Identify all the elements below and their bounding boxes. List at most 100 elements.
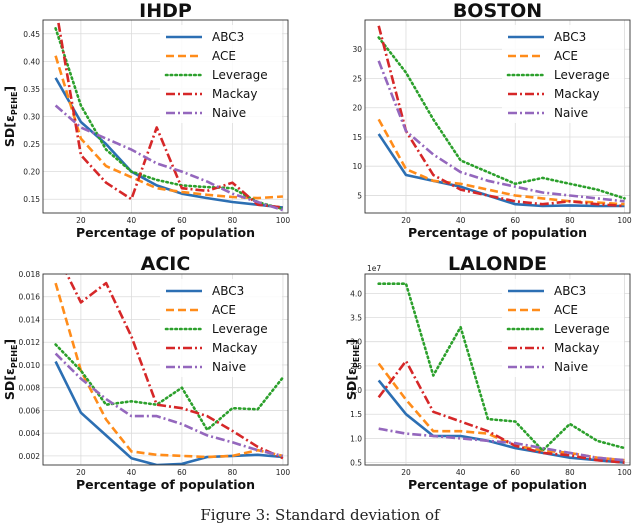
legend-label-abc3: ABC3: [554, 30, 586, 44]
x-tick-label: 100: [617, 216, 632, 225]
chart-title: ACIC: [141, 253, 191, 275]
x-axis-label: Percentage of population: [76, 225, 255, 240]
y-tick-label: 0.40: [23, 57, 40, 66]
chart-title: IHDP: [139, 0, 192, 22]
plot-frame: [364, 19, 631, 214]
series-line-naive: [377, 60, 625, 203]
series-line-ace: [54, 282, 284, 459]
y-tick-label: 0.002: [19, 452, 41, 461]
series-line-abc3: [377, 133, 625, 208]
legend: ABC3 ACE Leverage Mackay Naive: [502, 25, 624, 123]
legend-label-naive: Naive: [554, 360, 588, 374]
y-tick-label: 2.5: [350, 362, 362, 371]
y-tick-label: 3.0: [350, 338, 362, 347]
x-tick-label: 20: [76, 468, 86, 477]
x-tick-label: 40: [456, 468, 466, 477]
legend-label-ace: ACE: [554, 49, 578, 63]
y-multiplier: 1e7: [367, 264, 381, 273]
series-line-mackay: [56, 20, 284, 209]
legend-label-ace: ACE: [554, 303, 578, 317]
x-tick-label: 80: [565, 216, 575, 225]
chart-acic: 20 40 60 80 100 0.002 0.004 0.006 0.008 0.010 0.01…: [2, 253, 290, 492]
y-tick-label: 5: [357, 191, 362, 200]
x-axis-label: Percentage of population: [408, 225, 587, 240]
y-tick-label: 0.010: [19, 361, 41, 370]
x-tick-label: 60: [177, 468, 187, 477]
series-line-abc3: [54, 360, 284, 465]
legend-label-mackay: Mackay: [212, 341, 258, 355]
series-line-leverage: [377, 282, 626, 452]
x-tick-label: 40: [127, 216, 137, 225]
chart-ihdp: 20 40 60 80 100 0.15 0.20 0.25 0.30 0.35 0.40 0.45 I…: [2, 0, 290, 240]
y-tick-label: 0.45: [23, 30, 40, 39]
y-axis-label: SD[εPEHE]: [344, 339, 361, 400]
legend-label-leverage: Leverage: [212, 68, 268, 82]
y-tick-label: 1.5: [350, 410, 362, 419]
series-line-mackay: [65, 274, 284, 460]
y-tick-label: 10: [352, 162, 362, 171]
y-axis-label: SD[εPEHE]: [2, 86, 19, 147]
y-tick-label: 0.25: [23, 140, 40, 149]
x-tick-label: 20: [401, 216, 411, 225]
legend-label-mackay: Mackay: [554, 341, 600, 355]
legend-label-mackay: Mackay: [554, 87, 600, 101]
legend-label-leverage: Leverage: [554, 68, 610, 82]
x-tick-label: 20: [401, 468, 411, 477]
y-tick-label: 25: [352, 74, 362, 83]
x-tick-label: 80: [228, 468, 238, 477]
chart-title: LALONDE: [448, 253, 547, 275]
x-tick-label: 100: [617, 468, 632, 477]
y-tick-label: 1.0: [350, 434, 362, 443]
legend-label-naive: Naive: [212, 106, 246, 120]
y-tick-label: 0.018: [19, 270, 41, 279]
series-line-mackay: [377, 359, 625, 464]
legend-label-mackay: Mackay: [212, 87, 258, 101]
x-tick-label: 80: [228, 216, 238, 225]
y-tick-label: 0.006: [19, 406, 41, 415]
plot-frame: [364, 273, 631, 466]
series-line-naive: [54, 104, 284, 212]
legend: ABC3 ACE Leverage Mackay Naive: [160, 25, 282, 123]
x-tick-label: 40: [456, 216, 466, 225]
legend-label-abc3: ABC3: [212, 30, 244, 44]
legend-label-naive: Naive: [212, 360, 246, 374]
y-tick-label: 0.20: [23, 168, 40, 177]
y-tick-label: 4.0: [350, 289, 362, 298]
y-axis-label: SD[εPEHE]: [2, 339, 19, 400]
x-tick-label: 20: [76, 216, 86, 225]
chart-lalonde: 20 40 60 80 100 0.5 1.0 1.5 2.0 2.5 3.0 3.5 4.0 1e7 LA…: [344, 253, 632, 492]
x-tick-label: 60: [510, 468, 520, 477]
y-tick-label: 30: [352, 45, 362, 54]
series-line-naive: [378, 427, 625, 462]
y-tick-label: 0.30: [23, 113, 40, 122]
legend-label-leverage: Leverage: [212, 322, 268, 336]
x-axis-label: Percentage of population: [408, 477, 587, 492]
series-line-mackay: [377, 25, 625, 208]
series-line-ace: [377, 118, 625, 206]
legend-label-naive: Naive: [554, 106, 588, 120]
y-tick-label: 2.0: [350, 386, 362, 395]
plot-frame: [42, 19, 289, 214]
y-tick-label: 20: [352, 104, 362, 113]
y-tick-label: 0.004: [19, 429, 41, 438]
y-tick-label: 0.014: [19, 315, 41, 324]
plot-frame: [42, 273, 289, 466]
y-tick-label: 15: [352, 133, 362, 142]
legend: ABC3 ACE Leverage Mackay Naive: [160, 279, 282, 377]
y-tick-label: 0.008: [19, 384, 41, 393]
x-tick-label: 60: [177, 216, 187, 225]
y-tick-label: 0.016: [19, 293, 41, 302]
series-line-naive: [54, 352, 284, 458]
x-tick-label: 80: [565, 468, 575, 477]
chart-title: BOSTON: [453, 0, 542, 22]
legend-label-ace: ACE: [212, 303, 236, 317]
y-tick-label: 0.35: [23, 85, 40, 94]
legend-label-ace: ACE: [212, 49, 236, 63]
x-tick-label: 100: [276, 216, 291, 225]
x-axis-label: Percentage of population: [76, 477, 255, 492]
legend-label-abc3: ABC3: [554, 284, 586, 298]
y-tick-label: 3.5: [350, 314, 362, 323]
y-tick-label: 0.012: [19, 338, 41, 347]
x-tick-label: 40: [127, 468, 137, 477]
legend: ABC3 ACE Leverage Mackay Naive: [502, 279, 624, 377]
